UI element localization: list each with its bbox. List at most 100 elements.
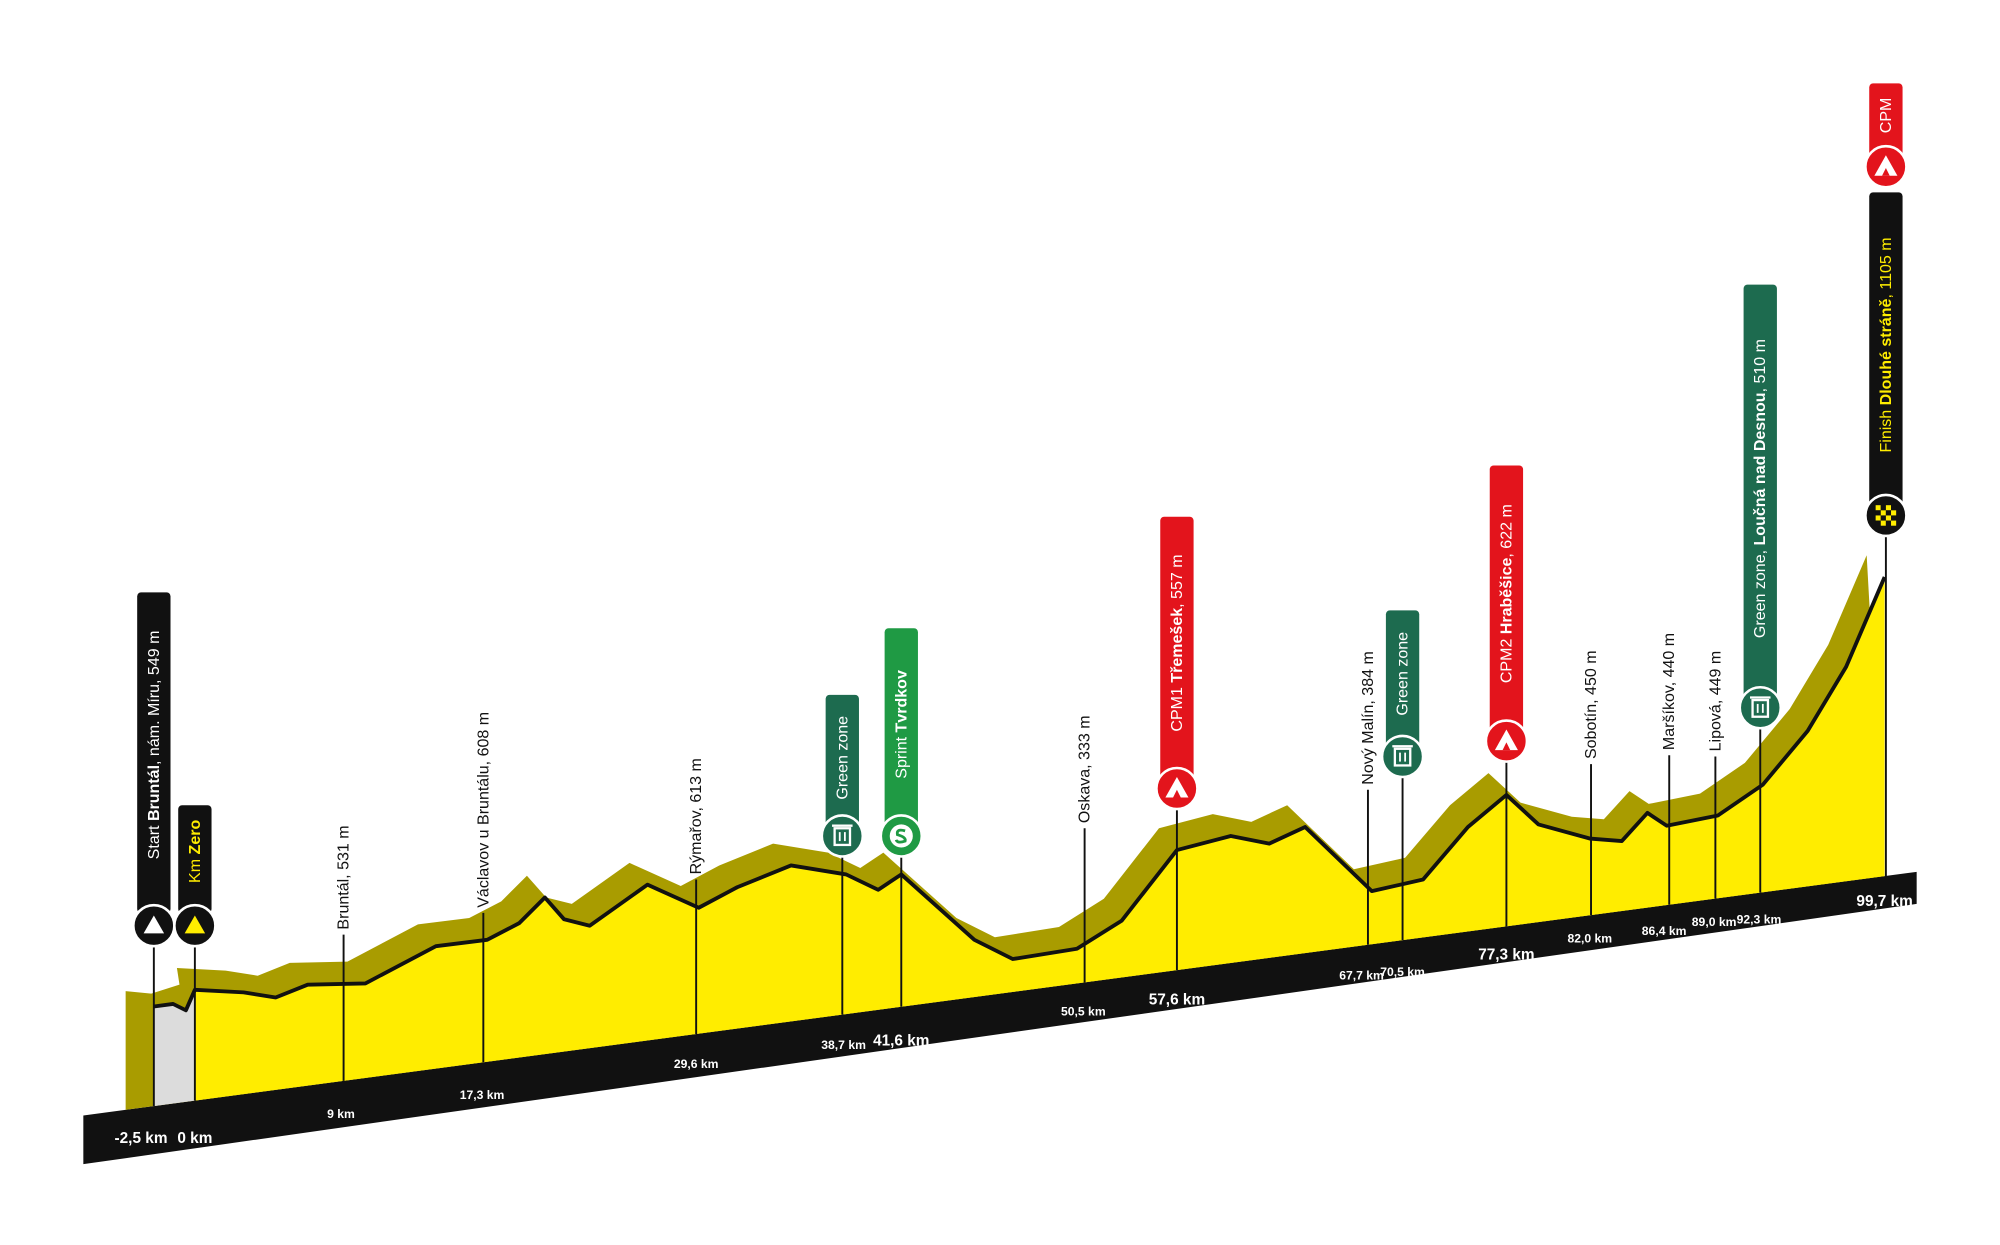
ground-band [83,871,1917,1165]
green-zone-icon [833,827,852,847]
label-pre: CPM2 [1497,634,1515,683]
label-post: , 510 m [1751,339,1769,392]
finish-icon [1875,505,1881,511]
green-zone-icon [1393,747,1412,767]
km-label: 17,3 km [460,1088,505,1102]
marker-label: CPM1 Třemešek, 557 m [1168,554,1186,731]
label-pre: Km [186,854,204,882]
green-zone-icon [1751,698,1770,718]
label-bold: Hraběšice [1497,558,1515,635]
km-label: 67,7 km [1339,969,1384,983]
km-label: 57,6 km [1149,992,1205,1009]
label-bold: Bruntál [145,765,163,821]
profile-fill [194,576,1885,1101]
marker-label: Green zone [1394,632,1412,716]
label-pre: Green zone [833,716,851,800]
km-label: 38,7 km [821,1038,866,1052]
label-pre: Bruntál, 531 m [335,825,353,929]
finish-icon [1875,510,1881,516]
label-pre: Lipová, 449 m [1706,651,1724,752]
marker-pill [1869,192,1903,513]
finish-icon [1891,510,1897,516]
label-pre: Maršíkov, 440 m [1660,633,1678,750]
climb-icon [1882,168,1890,176]
label-pre: Start [145,821,163,859]
label-post: , 1105 m [1877,237,1895,298]
km-label: 41,6 km [873,1033,929,1050]
km-label: 0 km [177,1130,212,1147]
marker-label: Oskava, 333 m [1076,715,1094,823]
neutral-zone [153,989,195,1107]
finish-icon [1875,515,1881,521]
finish-icon [1880,505,1886,511]
label-pre: Václavov u Bruntálu, 608 m [474,712,492,908]
label-pre: Green zone [1394,632,1412,716]
km-label: 29,6 km [674,1057,719,1071]
marker-label: Start Bruntál, nám. Míru, 549 m [145,631,163,860]
marker-label: Bruntál, 531 m [335,825,353,929]
marker-pill [825,694,859,836]
marker-label: Lipová, 449 m [1706,651,1724,752]
km-label: 82,0 km [1567,932,1612,946]
marker-label: Maršíkov, 440 m [1660,633,1678,750]
label-pre: Finish [1877,405,1895,452]
finish-icon [1891,515,1897,521]
km-label: 92,3 km [1737,912,1782,926]
finish-icon [1885,510,1892,516]
label-pre: Nový Malín, 384 m [1359,651,1377,785]
profile-line [153,576,1887,1013]
marker-pill [1160,516,1194,785]
km-label: 77,3 km [1478,947,1534,964]
marker-pill [178,805,212,913]
km-label: 89,0 km [1692,915,1737,929]
marker-label: Km Zero [186,820,204,883]
label-pre: CPM1 [1168,683,1186,732]
climb-icon [1165,776,1189,798]
climb-icon [1874,155,1898,176]
marker-pill [1489,465,1524,738]
finish-icon [1891,520,1897,526]
label-pre: Oskava, 333 m [1076,715,1094,823]
label-post: , 557 m [1168,554,1186,607]
label-pre: Sobotín, 450 m [1582,650,1600,759]
label-bold: Tvrdkov [892,670,910,732]
marker-icon-circle [820,814,865,858]
finish-icon [1885,515,1892,521]
km-label: 86,4 km [1642,924,1687,938]
label-post: , 622 m [1497,504,1515,557]
km-label: -2,5 km [115,1130,168,1147]
finish-icon [1880,520,1886,526]
km-label: 99,7 km [1856,893,1912,910]
marker-label: Nový Malín, 384 m [1359,651,1377,785]
finish-icon [1880,510,1886,516]
label-bold: Dlouhé stráně [1877,298,1895,405]
cpm-label: CPM [1877,98,1895,134]
marker-label: Green zone [833,716,851,800]
km-label: 9 km [327,1107,355,1121]
label-pre: Rýmařov, 613 m [687,758,705,874]
marker-icon-circle [1738,685,1783,730]
marker-label: Finish Dlouhé stráně, 1105 m [1877,237,1895,452]
marker-pill [1385,610,1420,753]
finish-icon [1885,520,1892,526]
start-icon [184,915,206,934]
cpm-pill [1869,83,1903,163]
finish-icon [1891,505,1897,511]
climb-icon [1173,789,1181,798]
label-pre: Sprint [892,732,910,778]
marker-label: CPM2 Hraběšice, 622 m [1497,504,1515,683]
label-post: , nám. Míru, 549 m [145,631,163,765]
finish-icon [1875,520,1881,526]
finish-icon [1880,515,1886,521]
marker-pill [1743,284,1777,708]
km-label: 50,5 km [1061,1005,1106,1019]
label-pre: Green zone, [1751,545,1769,638]
start-icon [143,915,165,934]
marker-pill [137,592,171,913]
marker-icon-circle [1380,734,1425,779]
label-bold: Loučná nad Desnou [1751,392,1769,545]
finish-icon [1885,505,1892,511]
climb-icon [1502,742,1511,751]
